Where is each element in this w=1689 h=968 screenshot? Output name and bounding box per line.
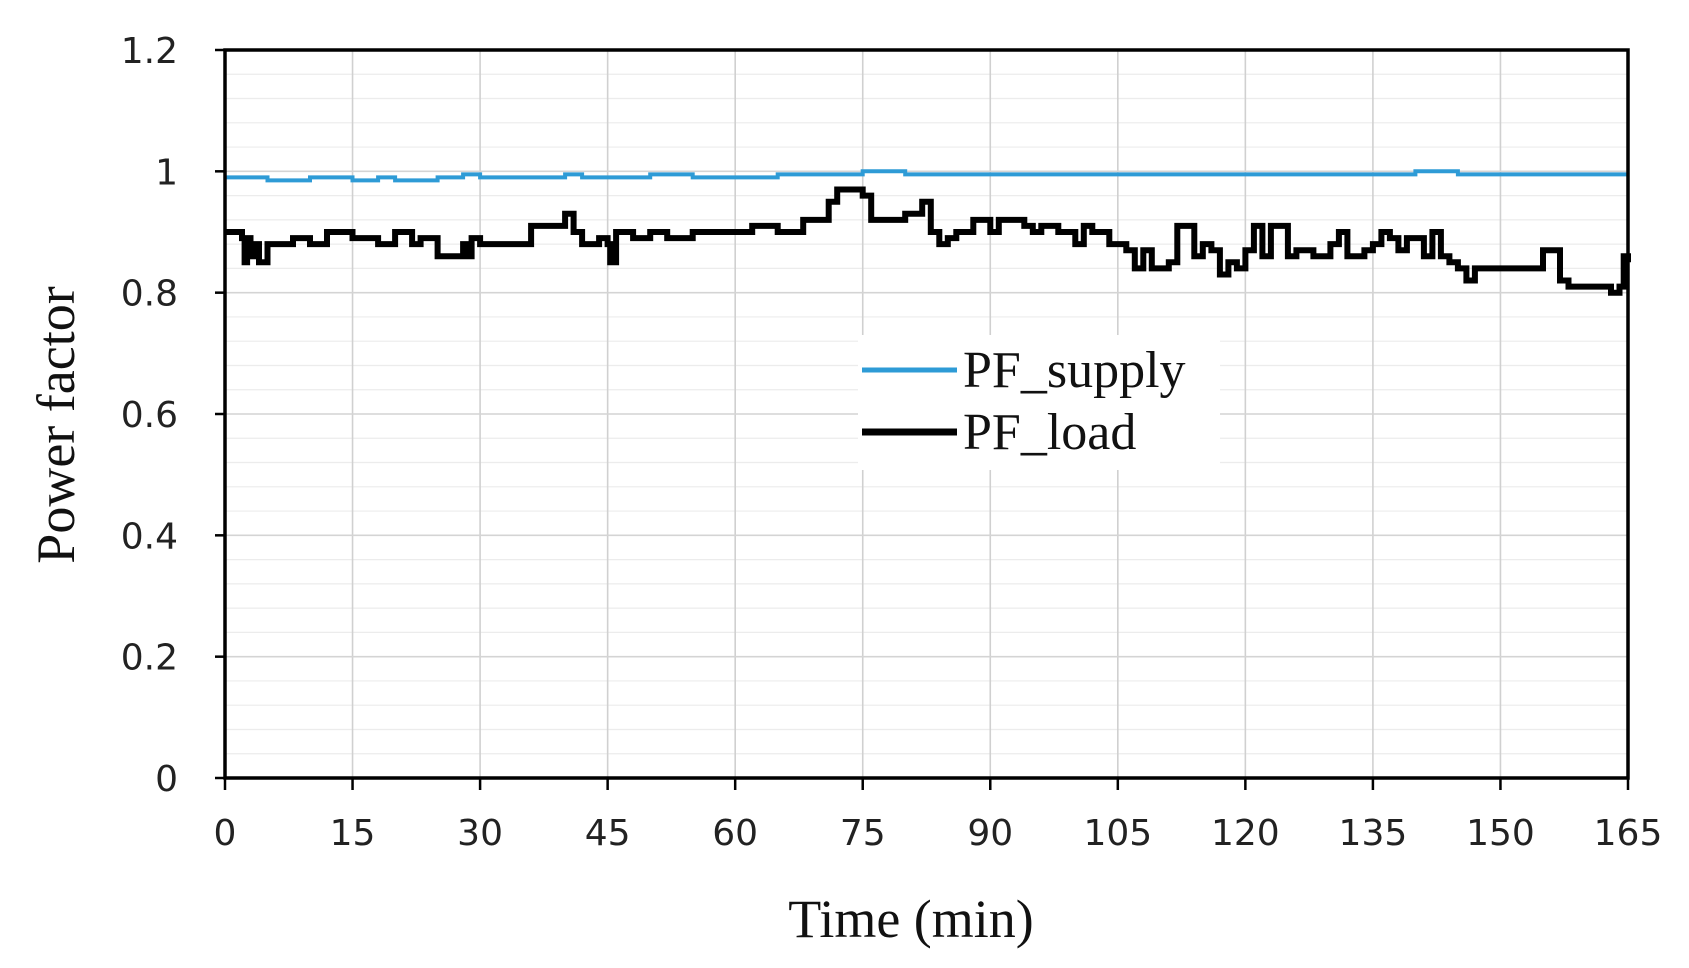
x-tick-label: 150: [1466, 813, 1535, 854]
legend-background: [858, 335, 1220, 470]
y-axis-ticks: [215, 48, 225, 780]
series-layer: [225, 169, 1631, 296]
y-tick-label: 0.4: [121, 516, 178, 557]
legend-label-pf-load: PF_load: [963, 404, 1136, 461]
x-tick-label: 75: [840, 813, 886, 854]
series-line-pf-supply: [225, 169, 1628, 183]
x-tick-label: 90: [967, 813, 1013, 854]
x-tick-label: 135: [1339, 813, 1408, 854]
x-axis-ticks: [223, 778, 1630, 790]
series-line-pf-load: [225, 186, 1631, 296]
y-axis-title: Power factor: [26, 286, 86, 563]
x-tick-label: 165: [1594, 813, 1663, 854]
legend: PF_supply PF_load: [858, 335, 1220, 470]
x-tick-label: 0: [214, 813, 237, 854]
x-tick-label: 60: [712, 813, 758, 854]
legend-label-pf-supply: PF_supply: [963, 342, 1186, 399]
x-tick-label: 15: [330, 813, 376, 854]
y-tick-label: 0.2: [121, 638, 178, 679]
x-axis-tick-labels: 0 15 30 45 60 75 90 105 120 135 150 165: [214, 813, 1663, 854]
y-tick-label: 0.8: [121, 274, 178, 315]
y-axis-tick-labels: 0 0.2 0.4 0.6 0.8 1 1.2: [121, 31, 178, 800]
x-tick-label: 120: [1211, 813, 1280, 854]
x-tick-label: 45: [585, 813, 631, 854]
y-tick-label: 1.2: [121, 31, 178, 72]
y-tick-label: 1: [155, 152, 178, 193]
x-tick-label: 105: [1083, 813, 1152, 854]
y-tick-label: 0.6: [121, 395, 178, 436]
y-tick-label: 0: [155, 759, 178, 800]
x-tick-label: 30: [457, 813, 503, 854]
x-axis-title: Time (min): [788, 889, 1034, 949]
